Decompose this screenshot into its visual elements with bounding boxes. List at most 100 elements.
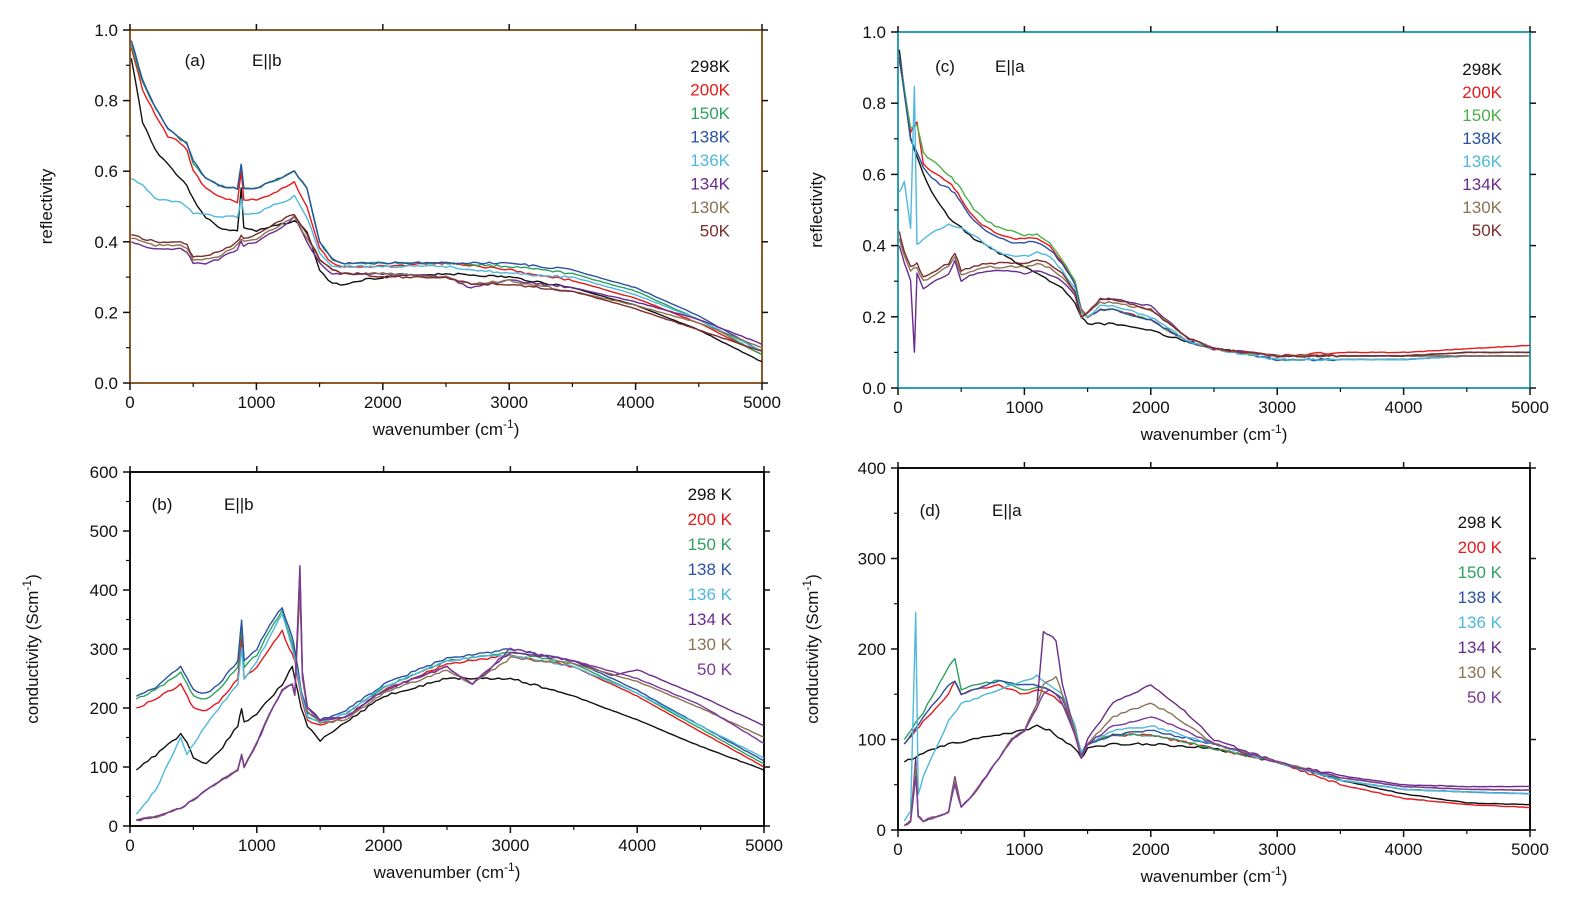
- panel-a-series-line-200K: [130, 47, 763, 356]
- panel-a-series-line-298K: [130, 58, 763, 363]
- panel-a-series-line-136K: [130, 177, 763, 353]
- panel-d-x-tick-label: 2000: [1132, 840, 1170, 859]
- panel-a-legend-entry: 134K: [690, 175, 730, 194]
- panel-b-x-tick-label: 0: [125, 836, 134, 855]
- panel-c-y-tick-label: 0.2: [862, 308, 886, 327]
- panel-b-series-line-50K: [136, 571, 765, 821]
- panel-d-x-tick-label: 5000: [1511, 840, 1549, 859]
- panel-b-legend-entry: 136 K: [688, 585, 733, 604]
- panel-d-legend-entry: 298 K: [1458, 513, 1503, 532]
- panel-d-legend-entry: 50 K: [1467, 688, 1503, 707]
- panel-c-legend-entry: 200K: [1462, 83, 1502, 102]
- panel-b-series-line-138K: [135, 607, 765, 762]
- panel-d-series-line-134K: [903, 630, 1530, 827]
- panel-a-x-tick-label: 0: [125, 393, 134, 412]
- panel-a-x-tick-label: 2000: [364, 393, 402, 412]
- panel-c-y-axis-label: reflectivity: [807, 172, 826, 248]
- panel-b-legend-entry: 134 K: [688, 610, 733, 629]
- panel-a-x-tick-label: 5000: [743, 393, 781, 412]
- panel-c-series-line-134K: [898, 245, 1531, 358]
- panel-a-series-group: [130, 40, 763, 363]
- panel-b-series-line-200K: [136, 629, 765, 768]
- panel-a-legend-entry: 130K: [690, 198, 730, 217]
- panel-d-legend-entry: 150 K: [1458, 563, 1503, 582]
- panel-d-series-line-298K: [903, 724, 1531, 806]
- panel-a-annotation: E||b: [252, 51, 282, 70]
- panel-b-y-tick-label: 500: [90, 522, 118, 541]
- panel-c-series-line-200K: [898, 60, 1531, 358]
- panel-d-tag: (d): [920, 501, 941, 520]
- panel-d-legend-entry: 130 K: [1458, 663, 1503, 682]
- panel-a-x-tick-label: 1000: [237, 393, 275, 412]
- panel-c-legend-entry: 150K: [1462, 106, 1502, 125]
- panel-c-series-group: [898, 49, 1531, 362]
- panel-b-legend-entry: 50 K: [697, 660, 733, 679]
- panel-a-series-line-130K: [131, 215, 763, 349]
- panel-c-legend-entry: 138K: [1462, 129, 1502, 148]
- panel-c-tag: (c): [935, 57, 955, 76]
- panel-a-series-line-138K: [130, 40, 763, 352]
- panel-b-x-tick-label: 4000: [618, 836, 656, 855]
- panel-c-legend-entry: 136K: [1462, 152, 1502, 171]
- panel-a-legend-entry: 50K: [700, 222, 731, 241]
- panel-b-y-tick-label: 200: [90, 699, 118, 718]
- panel-b-annotation: E||b: [224, 495, 254, 514]
- panel-b-y-axis-label: conductivity (Scm-1): [20, 574, 42, 724]
- panel-b-series-line-136K: [135, 613, 765, 815]
- panel-a-y-axis-label: reflectivity: [37, 168, 56, 244]
- panel-d-x-tick-label: 0: [893, 840, 902, 859]
- panel-d-y-tick-label: 100: [858, 731, 886, 750]
- panel-d-x-tick-label: 1000: [1005, 840, 1043, 859]
- panel-c-plot-frame: [897, 31, 1531, 389]
- panel-a-x-tick-label: 3000: [490, 393, 528, 412]
- panel-d-y-tick-label: 400: [858, 459, 886, 478]
- panel-a-y-tick-label: 1.0: [94, 21, 118, 40]
- panel-d-y-tick-label: 200: [858, 640, 886, 659]
- panel-c-series-line-150K: [898, 56, 1531, 362]
- panel-b-series-line-150K: [135, 609, 765, 765]
- panel-a-y-tick-label: 0.2: [94, 303, 118, 322]
- panel-c-x-tick-label: 5000: [1511, 398, 1549, 417]
- panel-a-series-line-134K: [131, 215, 763, 346]
- panel-c-x-tick-label: 0: [893, 398, 902, 417]
- panel-b-y-tick-label: 0: [109, 817, 118, 836]
- panel-a-plot-frame: [129, 29, 763, 384]
- panel-b-x-tick-label: 5000: [745, 836, 783, 855]
- panel-c-y-tick-label: 0.6: [862, 165, 886, 184]
- panel-b-y-tick-label: 600: [90, 463, 118, 482]
- panel-d-series-line-150K: [903, 657, 1531, 795]
- panel-b-x-tick-label: 1000: [238, 836, 276, 855]
- panel-c-x-axis-label: wavenumber (cm-1): [1140, 422, 1288, 444]
- panel-a-x-axis-label: wavenumber (cm-1): [372, 417, 520, 439]
- panel-c-series-line-50K: [898, 231, 1531, 358]
- panel-d-y-tick-label: 300: [858, 550, 886, 569]
- panel-d-legend-entry: 200 K: [1458, 538, 1503, 557]
- panel-b-plot-frame: [129, 471, 765, 827]
- panel-c-series-line-136K: [898, 85, 1531, 362]
- panel-a-legend-entry: 298K: [690, 57, 730, 76]
- panel-c-x-tick-label: 2000: [1132, 398, 1170, 417]
- panel-d-legend-entry: 138 K: [1458, 588, 1503, 607]
- panel-a-y-tick-label: 0.8: [94, 92, 118, 111]
- panel-b-y-tick-label: 300: [90, 640, 118, 659]
- panel-c-y-tick-label: 1.0: [862, 23, 886, 42]
- panel-d-x-tick-label: 3000: [1258, 840, 1296, 859]
- panel-b-x-axis-label: wavenumber (cm-1): [373, 860, 521, 882]
- panel-d-series-line-138K: [903, 679, 1531, 795]
- panel-d-y-tick-label: 0: [877, 821, 886, 840]
- panel-a-y-tick-label: 0.0: [94, 374, 118, 393]
- panel-d-y-axis-label: conductivity (Scm-1): [800, 574, 822, 724]
- panel-b-legend-entry: 138 K: [688, 560, 733, 579]
- panel-c-y-tick-label: 0.0: [862, 379, 886, 398]
- panel-d-series-line-136K: [903, 611, 1531, 822]
- panel-a-y-tick-label: 0.4: [94, 233, 118, 252]
- panel-d-series-line-50K: [904, 689, 1531, 827]
- panel-b-legend-entry: 150 K: [688, 535, 733, 554]
- panel-b-x-tick-label: 2000: [365, 836, 403, 855]
- panel-d-plot-frame: [897, 467, 1531, 831]
- panel-b-legend-entry: 298 K: [688, 485, 733, 504]
- panel-c-annotation: E||a: [995, 57, 1025, 76]
- panel-c-x-tick-label: 3000: [1258, 398, 1296, 417]
- panel-c-y-tick-label: 0.8: [862, 94, 886, 113]
